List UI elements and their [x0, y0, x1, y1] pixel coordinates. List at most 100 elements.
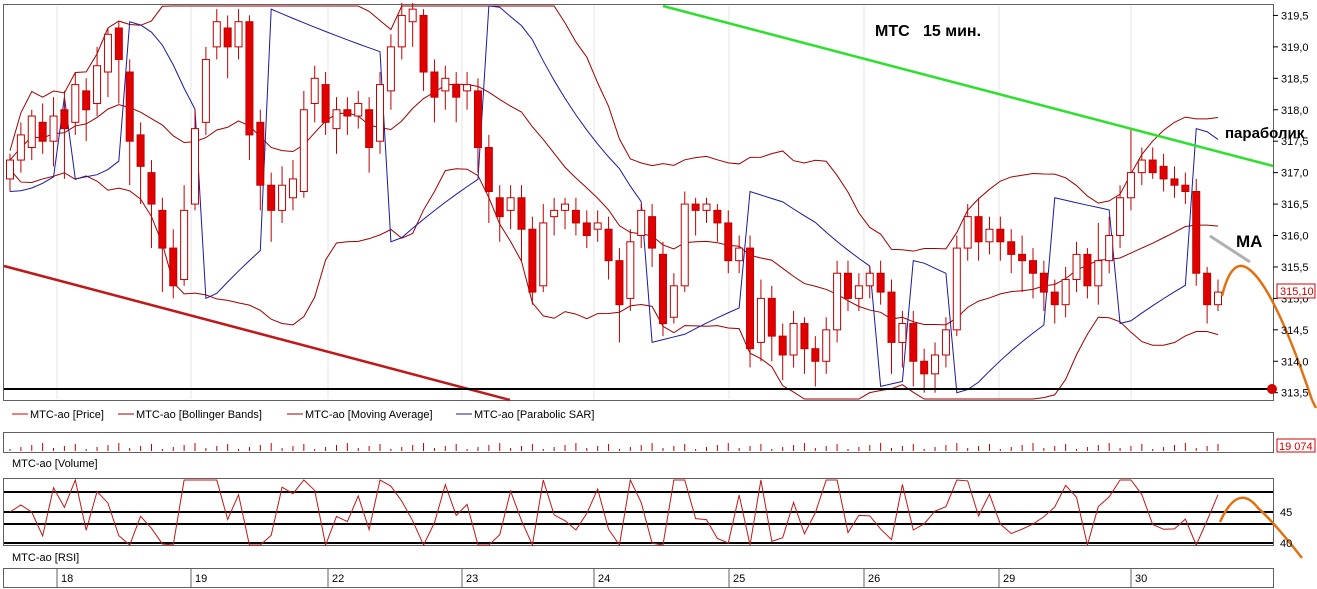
candle-body	[1170, 178, 1179, 186]
rsi-forecast-arc	[1218, 496, 1303, 559]
date-label: 19	[195, 573, 207, 585]
candle-body	[1159, 165, 1168, 180]
ma-line	[9, 83, 1219, 326]
candle-body	[996, 228, 1005, 243]
candle-body	[114, 27, 123, 60]
candle-body	[800, 323, 809, 350]
candle-body	[332, 109, 341, 130]
volume-panel	[3, 432, 1274, 453]
candle-body	[876, 272, 885, 293]
candle-body	[288, 178, 297, 199]
candle-body	[1050, 291, 1059, 306]
candle-body	[1083, 253, 1092, 287]
bollinger-bands	[9, 5, 1219, 400]
candle-body	[506, 197, 515, 211]
ma-projection	[1209, 234, 1251, 264]
candle-body	[561, 203, 570, 211]
bollinger-lower	[9, 168, 1219, 400]
forecast-arrow-head	[1310, 399, 1317, 409]
candle-body	[789, 323, 798, 356]
price-tick-label: 317,0	[1281, 168, 1309, 180]
candle-body	[1192, 190, 1201, 274]
rsi-tick-45: 45	[1280, 507, 1292, 519]
candle-body	[1148, 159, 1157, 174]
candle-body	[125, 71, 134, 142]
candle-body	[386, 46, 395, 92]
price-tick-label: 314,0	[1281, 356, 1309, 368]
volume-bars	[9, 443, 1219, 451]
volume-label: МТС-ао [Volume]	[12, 458, 98, 470]
candle-body	[1105, 235, 1114, 262]
candle-body	[27, 115, 36, 148]
candle-body	[452, 84, 461, 98]
candle-body	[71, 84, 80, 123]
candle-body	[854, 285, 863, 299]
candle-body	[637, 209, 646, 237]
price-tick-label: 313,5	[1281, 388, 1309, 400]
candle-body	[517, 197, 526, 230]
candle-body	[1072, 253, 1081, 281]
legend-ma: МТС-ао [Moving Average]	[305, 409, 433, 421]
date-axis	[3, 568, 1274, 588]
candle-body	[463, 84, 472, 92]
chart-title: МТС 15 мин.	[875, 23, 981, 40]
candle-body	[539, 222, 548, 287]
candle-body	[310, 77, 319, 104]
candle-body	[256, 121, 265, 186]
legend-sar: МТС-ао [Parabolic SAR]	[474, 409, 594, 421]
date-label: 26	[868, 573, 880, 585]
candle-body	[321, 84, 330, 123]
price-tick-label: 316,5	[1281, 199, 1309, 211]
candle-body	[419, 14, 428, 73]
rsi-label: МТС-ао [RSI]	[12, 552, 79, 564]
candle-body	[550, 209, 559, 218]
date-axis-labels: 18 19 22 23 24 25 26 29 30	[56, 569, 1147, 587]
candle-body	[473, 90, 482, 148]
candle-body	[811, 348, 820, 362]
last-price-label: 315,10	[1280, 286, 1314, 298]
candle-body	[267, 184, 276, 211]
candle-body	[843, 272, 852, 299]
price-tick-label: 316,0	[1281, 231, 1309, 243]
candle-body	[571, 209, 580, 224]
candle-body	[147, 172, 156, 205]
candle-body	[680, 203, 689, 287]
candle-body	[93, 65, 102, 104]
price-panel	[3, 4, 1274, 401]
parabolic-annotation: параболик	[1225, 125, 1305, 142]
candle-body	[1007, 241, 1016, 255]
price-tick-label: 315,5	[1281, 262, 1309, 274]
candle-body	[1028, 260, 1037, 274]
candle-body	[1039, 272, 1048, 293]
candle-body	[931, 354, 940, 375]
candle-body	[136, 134, 145, 167]
candle-body	[985, 228, 994, 243]
candle-body	[952, 247, 961, 331]
candle-body	[169, 247, 178, 287]
candle-body	[343, 109, 352, 117]
candle-body	[103, 33, 112, 73]
date-label: 23	[466, 573, 478, 585]
candle-body	[49, 115, 58, 142]
price-tick-label: 319,5	[1281, 10, 1309, 22]
candle-body	[1203, 272, 1212, 306]
candle-body	[615, 260, 624, 306]
volume-last-box	[1276, 438, 1316, 453]
candle-body	[920, 360, 929, 375]
candle-body	[82, 90, 91, 111]
candle-body	[702, 203, 711, 211]
ma-annotation: МА	[1236, 232, 1262, 251]
candle-body	[626, 241, 635, 299]
legend-bollinger: МТС-ао [Bollinger Bands]	[136, 409, 262, 421]
candle-body	[376, 84, 385, 142]
support-level-marker	[1267, 384, 1277, 394]
candle-body	[16, 134, 25, 161]
candle-body	[604, 228, 613, 262]
candle-body	[1094, 260, 1103, 287]
candle-body	[767, 297, 776, 337]
moving-average	[9, 83, 1219, 326]
last-price-box	[1276, 283, 1316, 299]
volume-last-label: 19 074	[1279, 441, 1313, 453]
price-forecast-arc	[1220, 264, 1314, 401]
candle-body	[441, 77, 450, 92]
